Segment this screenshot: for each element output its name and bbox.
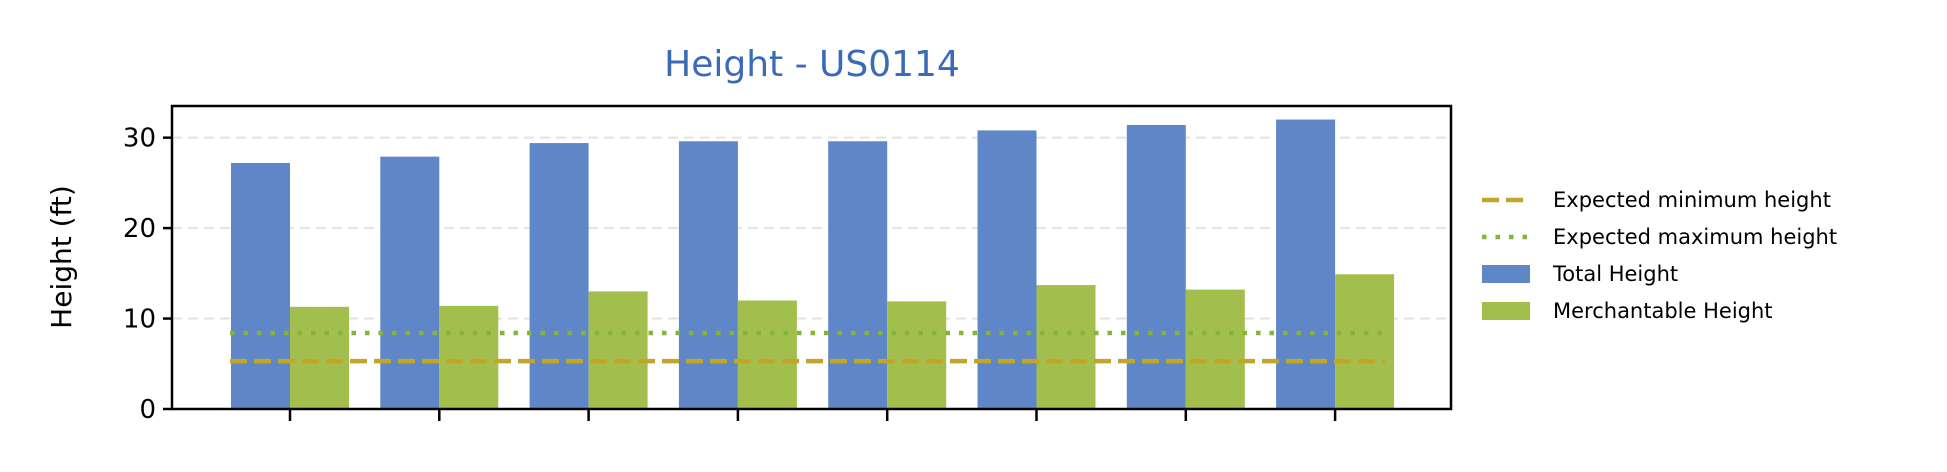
plot-frame	[170, 104, 1453, 411]
y-tick-label: 0	[139, 395, 156, 425]
total-height-bar	[678, 141, 738, 409]
legend-label: Expected maximum height	[1553, 225, 1837, 249]
total-height-bar	[977, 130, 1037, 409]
total-height-bar	[1276, 119, 1336, 409]
merchantable-height-bar	[1335, 274, 1395, 409]
chart-title: Height - US0114	[664, 44, 960, 85]
legend-label: Merchantable Height	[1553, 299, 1773, 323]
merchantable-height-bar	[1036, 285, 1096, 409]
total-height-bar	[828, 141, 888, 409]
legend: Expected minimum height Expected maximum …	[1482, 188, 1837, 323]
plot-background	[172, 106, 1451, 409]
y-tick-label: 20	[123, 214, 156, 244]
merchantable-height-bar	[1185, 289, 1245, 409]
legend-swatch	[1482, 265, 1530, 283]
merchantable-height-bar	[290, 306, 349, 409]
merchantable-height-bar	[588, 291, 648, 409]
total-height-bar	[529, 143, 589, 409]
merchantable-height-bar	[887, 301, 947, 409]
legend-swatch	[1482, 302, 1530, 320]
legend-label: Expected minimum height	[1553, 188, 1831, 212]
merchantable-height-bar	[439, 305, 499, 409]
plot-area: 0 10 20 30	[123, 104, 1453, 425]
merchantable-height-bar	[737, 300, 797, 409]
legend-label: Total Height	[1552, 262, 1678, 286]
y-tick-label: 10	[123, 305, 156, 335]
y-tick-label: 30	[123, 124, 156, 154]
y-axis-title: Height (ft)	[45, 185, 78, 329]
total-height-bar	[1126, 124, 1186, 410]
total-height-bar	[380, 156, 440, 409]
total-height-bar	[231, 162, 290, 409]
